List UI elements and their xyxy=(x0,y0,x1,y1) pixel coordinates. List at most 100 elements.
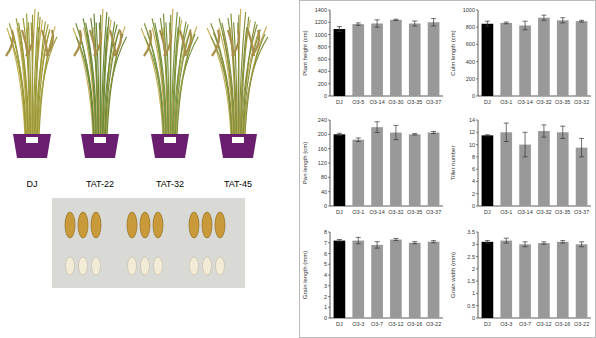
bar xyxy=(428,242,440,318)
marks xyxy=(334,122,440,206)
x-tick-label: O3-1 xyxy=(500,209,512,215)
y-tick-label: 2 xyxy=(472,191,475,197)
y-tick xyxy=(476,318,478,319)
error-cap xyxy=(412,133,417,134)
y-tick xyxy=(328,83,330,84)
error-cap xyxy=(579,22,584,23)
error-cap xyxy=(504,243,509,244)
error-bar xyxy=(541,125,546,137)
y-tick-label: 400 xyxy=(466,59,475,65)
bar xyxy=(482,24,494,96)
y-tick-label: 0 xyxy=(472,315,475,321)
y-tick xyxy=(328,71,330,72)
error-line xyxy=(358,237,359,243)
x-tick-label: O3-7 xyxy=(519,321,531,327)
error-cap xyxy=(375,19,380,20)
error-cap xyxy=(579,241,584,242)
error-bar xyxy=(523,132,528,157)
y-tick-label: 200 xyxy=(466,76,475,82)
y-tick xyxy=(328,134,330,135)
error-cap xyxy=(412,243,417,244)
y-tick xyxy=(476,120,478,121)
y-tick-label: 4 xyxy=(472,178,475,184)
x-tick-label: O3-35 xyxy=(555,209,570,215)
bar-chart: 00.511.522.533.5Grain width (mm)DJO3-3O3… xyxy=(450,229,591,327)
x-tick-label: O3-14 xyxy=(369,99,384,105)
error-bar xyxy=(375,242,380,248)
error-bar xyxy=(356,23,361,25)
y-tick xyxy=(476,305,478,306)
y-tick xyxy=(476,268,478,269)
plant xyxy=(141,9,198,158)
y-tick xyxy=(476,132,478,133)
x-tick-label: O3-32 xyxy=(536,209,551,215)
error-line xyxy=(487,241,488,243)
error-cap xyxy=(485,243,490,244)
y-tick-label: 80 xyxy=(321,174,327,180)
marks xyxy=(334,237,440,318)
y-tick-label: 1000 xyxy=(463,7,475,13)
y-tick xyxy=(328,232,330,233)
y-axis xyxy=(478,10,479,96)
y-tick xyxy=(328,253,330,254)
grain xyxy=(91,212,101,238)
y-tick xyxy=(476,44,478,45)
x-tick-label: O3-14 xyxy=(517,99,532,105)
error-bar xyxy=(356,237,361,243)
error-cap xyxy=(485,26,490,27)
y-axis-label: Pan length (cm) xyxy=(302,142,308,184)
error-cap xyxy=(431,18,436,19)
y-tick xyxy=(476,61,478,62)
error-line xyxy=(581,242,582,247)
y-tick-label: 7 xyxy=(324,240,327,246)
x-axis xyxy=(478,206,591,207)
error-line xyxy=(525,132,526,157)
y-tick xyxy=(476,27,478,28)
error-cap xyxy=(541,241,546,242)
y-tick xyxy=(328,163,330,164)
leaf xyxy=(76,37,94,136)
y-tick xyxy=(328,34,330,35)
error-bar xyxy=(393,19,398,20)
error-cap xyxy=(337,31,342,32)
x-tick-label: O3-30 xyxy=(388,99,403,105)
panicle xyxy=(42,30,48,56)
brown-rice xyxy=(203,257,212,275)
panicle xyxy=(228,30,234,56)
error-cap xyxy=(485,135,490,136)
leaf xyxy=(231,14,236,136)
marks xyxy=(482,15,588,96)
error-bar xyxy=(579,242,584,247)
bar xyxy=(352,241,364,318)
pot-tag xyxy=(232,137,244,143)
error-cap xyxy=(504,141,509,142)
error-bar xyxy=(504,22,509,24)
y-tick-label: 800 xyxy=(318,44,327,50)
y-tick-label: 1.5 xyxy=(467,278,475,284)
x-tick-label: DJ xyxy=(484,209,491,215)
x-tick-label: O3-14 xyxy=(517,209,532,215)
error-cap xyxy=(393,20,398,21)
brown-rice xyxy=(154,257,163,275)
y-tick xyxy=(476,144,478,145)
error-bar xyxy=(412,242,417,244)
pot-tag xyxy=(164,137,176,143)
error-cap xyxy=(337,241,342,242)
error-bar xyxy=(337,133,342,135)
x-tick-label: O3-16 xyxy=(555,321,570,327)
brown-rice xyxy=(66,257,75,275)
y-tick xyxy=(328,318,330,319)
x-tick-label: O3-35 xyxy=(407,209,422,215)
brown-rice xyxy=(128,257,137,275)
bar-chart: 04080120160200240Pan length (cm)DJO3-1O3… xyxy=(302,117,443,215)
bar xyxy=(352,24,364,96)
bar xyxy=(500,132,512,206)
grain xyxy=(140,212,150,238)
error-cap xyxy=(356,141,361,142)
bar xyxy=(538,243,550,318)
bar xyxy=(371,245,383,318)
error-cap xyxy=(412,25,417,26)
error-bar xyxy=(560,18,565,23)
bar xyxy=(409,134,421,206)
bar xyxy=(576,244,588,318)
